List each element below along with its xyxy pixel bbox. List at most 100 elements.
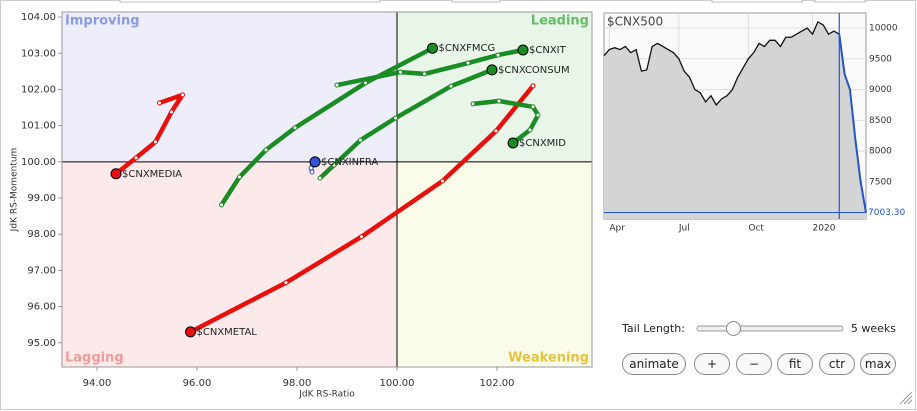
tail-length-value: 5 weeks bbox=[851, 322, 896, 335]
series-label: $CNXMETAL bbox=[197, 327, 258, 338]
quadrant-improving bbox=[62, 12, 397, 162]
tail-point bbox=[133, 155, 139, 161]
head-point bbox=[486, 64, 498, 76]
tail-point bbox=[470, 101, 476, 107]
tail-point bbox=[398, 69, 403, 75]
y-tick-label: 96.00 bbox=[27, 302, 56, 313]
button[interactable]: − bbox=[736, 353, 772, 375]
series-label: $CNXCONSUM bbox=[498, 65, 570, 76]
head-point bbox=[517, 44, 529, 56]
series-label: $CNXINFRA bbox=[321, 157, 378, 168]
tail-point bbox=[393, 115, 398, 121]
top-input[interactable] bbox=[451, 0, 501, 3]
y-tick-label: 7500 bbox=[869, 177, 892, 187]
x-tick-label: 96.00 bbox=[183, 378, 212, 389]
top-input[interactable] bbox=[814, 0, 866, 3]
x-tick-label: Jul bbox=[678, 224, 690, 234]
button[interactable]: ctr bbox=[819, 353, 855, 375]
tail-point bbox=[358, 137, 363, 143]
y-tick-label: 8000 bbox=[869, 147, 892, 157]
tail-point bbox=[530, 83, 536, 89]
tail-point bbox=[530, 104, 536, 110]
tail bbox=[188, 83, 536, 335]
value-label: 7003.30 bbox=[868, 208, 905, 218]
inset-title: $CNX500 bbox=[607, 15, 663, 29]
head-point bbox=[507, 137, 519, 149]
y-tick-label: 102.00 bbox=[21, 84, 56, 95]
y-tick-label: 8500 bbox=[869, 116, 892, 126]
tail-point bbox=[334, 82, 340, 88]
top-input[interactable] bbox=[119, 0, 381, 3]
series-label: $CNXMEDIA bbox=[122, 169, 182, 180]
y-tick-label: 101.00 bbox=[21, 121, 56, 132]
slider-track bbox=[696, 325, 844, 332]
head-point bbox=[309, 156, 321, 168]
slider-knob[interactable] bbox=[726, 321, 741, 336]
tail-point bbox=[527, 127, 533, 133]
x-tick-label: 2020 bbox=[813, 224, 836, 234]
button[interactable]: animate bbox=[622, 353, 686, 375]
y-axis-label: JdK RS-Momentum bbox=[10, 148, 20, 233]
quadrant-label: Weakening bbox=[508, 351, 589, 366]
tail-point bbox=[331, 162, 337, 168]
y-tick-label: 100.00 bbox=[21, 157, 56, 168]
head-point bbox=[185, 326, 196, 338]
area bbox=[604, 21, 866, 220]
quadrant-weakening bbox=[397, 161, 592, 367]
tail bbox=[470, 98, 541, 146]
tail bbox=[334, 47, 526, 88]
tail-point bbox=[308, 165, 314, 171]
tail-length-label: Tail Length: bbox=[621, 322, 685, 335]
x-tick-label: Oct bbox=[748, 224, 764, 234]
quadrant-label: Lagging bbox=[65, 351, 124, 366]
tail-point bbox=[359, 234, 364, 240]
tail-point bbox=[219, 202, 224, 208]
tail-point bbox=[317, 175, 323, 181]
quadrant-label: Leading bbox=[531, 14, 589, 29]
tail-line bbox=[838, 34, 867, 213]
top-input[interactable] bbox=[711, 0, 803, 3]
tail-point bbox=[153, 139, 158, 145]
tail-point bbox=[535, 112, 541, 118]
tail-point bbox=[169, 109, 174, 115]
tail-point bbox=[496, 98, 502, 104]
x-tick-label: 94.00 bbox=[83, 378, 112, 389]
tail bbox=[113, 92, 185, 177]
tail-point bbox=[440, 178, 445, 184]
tail-point bbox=[422, 71, 427, 77]
x-tick-label: Apr bbox=[609, 224, 625, 234]
y-tick-label: 99.00 bbox=[27, 193, 56, 204]
button[interactable]: + bbox=[694, 353, 730, 375]
series-label: $CNXFMCG bbox=[439, 43, 496, 54]
series-label: $CNXIT bbox=[529, 45, 567, 56]
y-tick-label: 9500 bbox=[869, 54, 892, 64]
plot-border bbox=[61, 11, 593, 368]
x-axis-label: JdK RS-Ratio bbox=[298, 390, 355, 400]
tail-point bbox=[263, 147, 269, 153]
series-label: $CNXMID bbox=[519, 138, 566, 149]
tail-point bbox=[448, 83, 454, 89]
tail-point bbox=[309, 169, 315, 175]
tail-point bbox=[493, 128, 499, 134]
x-tick-label: 100.00 bbox=[380, 378, 415, 389]
y-tick-label: 98.00 bbox=[27, 229, 56, 240]
resize-grip[interactable] bbox=[899, 391, 913, 405]
x-tick-label: 98.00 bbox=[283, 378, 312, 389]
tail-point bbox=[465, 60, 471, 66]
button[interactable]: max bbox=[860, 353, 896, 375]
quadrant-label: Improving bbox=[65, 14, 140, 29]
tail-point bbox=[180, 92, 185, 98]
line bbox=[603, 20, 840, 107]
y-tick-label: 97.00 bbox=[27, 265, 56, 276]
tail-point bbox=[237, 174, 242, 180]
tail-point bbox=[283, 280, 289, 286]
y-tick-label: 103.00 bbox=[21, 48, 56, 59]
button[interactable]: fit bbox=[777, 353, 813, 375]
y-tick-label: 95.00 bbox=[27, 338, 56, 349]
tail bbox=[317, 67, 495, 181]
head-point bbox=[110, 168, 122, 180]
y-tick-label: 104.00 bbox=[21, 12, 56, 23]
head-point bbox=[427, 42, 438, 54]
